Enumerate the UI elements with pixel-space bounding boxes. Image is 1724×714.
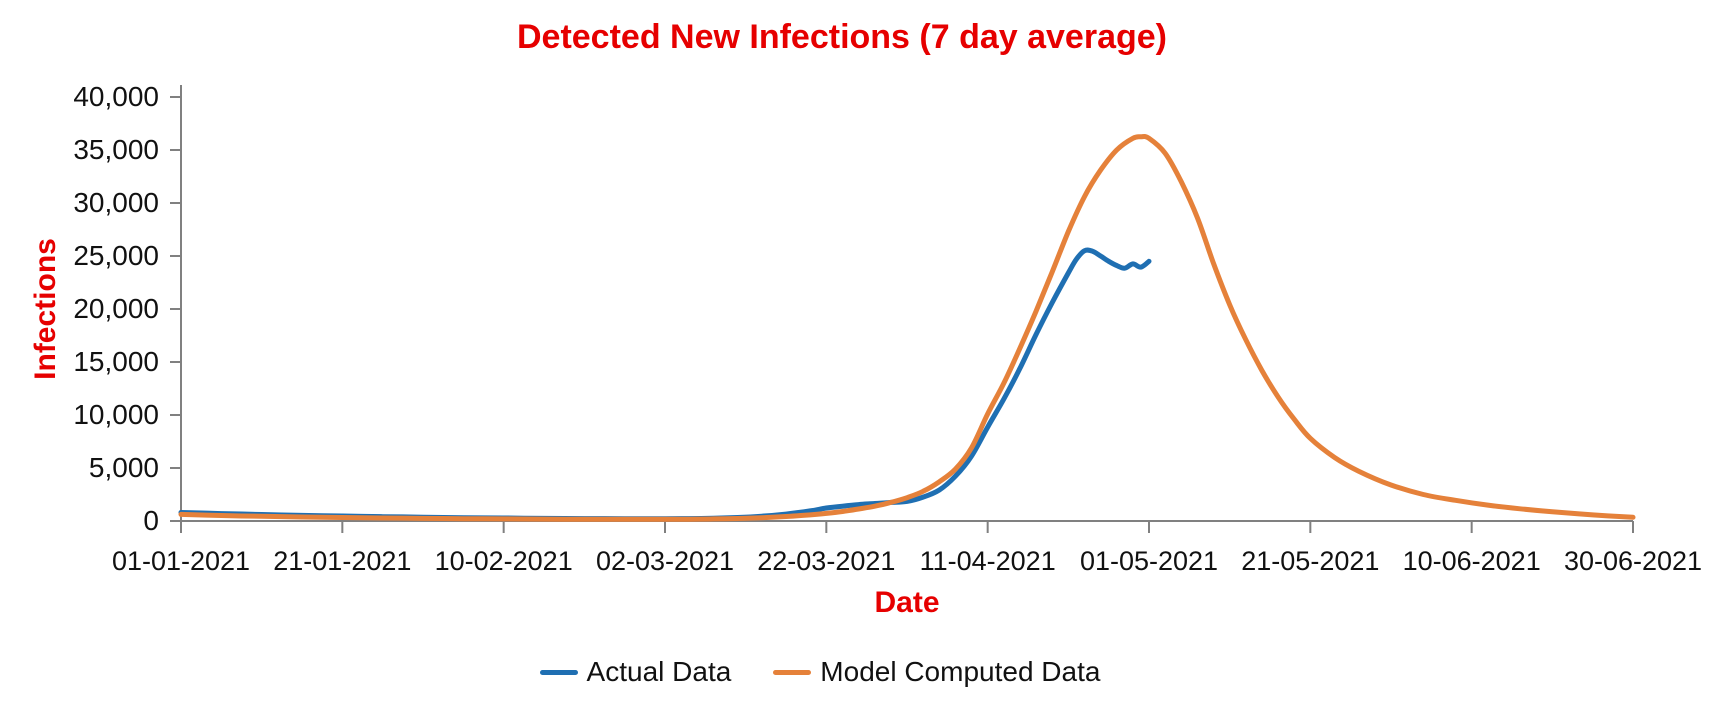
x-axis-title: Date [874, 586, 940, 619]
x-tick-label: 02-03-2021 [596, 546, 734, 576]
y-axis-title: Infections [29, 238, 62, 380]
legend-label-model: Model Computed Data [820, 656, 1101, 687]
y-tick-label: 10,000 [73, 399, 159, 430]
x-tick-label: 10-06-2021 [1403, 546, 1541, 576]
y-tick-label: 30,000 [73, 187, 159, 218]
x-tick-label: 21-01-2021 [273, 546, 411, 576]
x-tick-label: 30-06-2021 [1564, 546, 1702, 576]
y-tick-label: 5,000 [89, 452, 159, 483]
actual-data-line-swatch [539, 669, 578, 675]
x-tick-label: 21-05-2021 [1241, 546, 1379, 576]
x-tick-label: 01-01-2021 [112, 546, 250, 576]
x-tick-label: 22-03-2021 [757, 546, 895, 576]
legend-item-actual: Actual Data [539, 656, 732, 688]
y-tick-label: 25,000 [73, 240, 159, 271]
series-line-model [178, 134, 1636, 522]
x-tick-label: 01-05-2021 [1080, 546, 1218, 576]
legend-label-actual: Actual Data [586, 656, 732, 687]
x-tick-label: 11-04-2021 [920, 546, 1056, 576]
y-tick-label: 0 [143, 505, 159, 536]
chart-title: Detected New Infections (7 day average) [516, 18, 1167, 56]
y-tick-label: 40,000 [73, 81, 159, 112]
legend-item-model: Model Computed Data [773, 656, 1100, 688]
y-tick-label: 15,000 [73, 346, 159, 377]
model-computed-data-line-swatch [773, 669, 812, 675]
x-tick-label: 10-02-2021 [435, 546, 573, 576]
y-tick-label: 20,000 [73, 293, 159, 324]
legend: Actual Data Model Computed Data [0, 656, 1682, 688]
y-tick-label: 35,000 [73, 134, 159, 165]
